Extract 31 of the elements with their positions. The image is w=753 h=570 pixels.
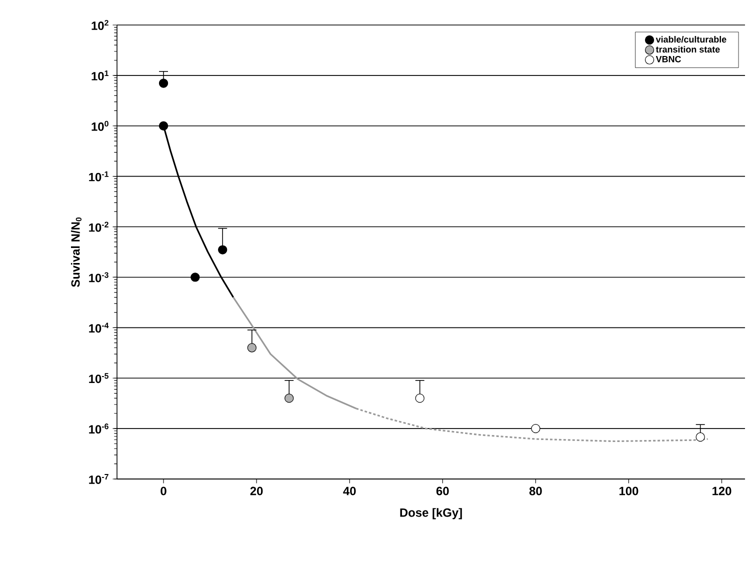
y-tick-label: 10$^{-3}$: [89, 272, 108, 282]
y-axis-title: Suvival N/N$_{0}$: [70, 217, 82, 288]
y-tick-label: 10$^{2}$: [92, 20, 108, 30]
point: [158, 78, 168, 88]
legend-label: transition state: [656, 46, 720, 53]
legend-label: viable/culturable: [656, 36, 726, 43]
point: [218, 245, 228, 254]
y-tick-label: 10$^{-2}$: [89, 222, 108, 232]
x-tick-label: 0: [160, 486, 166, 496]
y-tick-label: 10$^{0}$: [92, 120, 108, 131]
point: [284, 394, 294, 403]
point: [696, 432, 705, 442]
y-tick-label: 10$^{1}$: [92, 70, 108, 80]
x-tick-label: 20: [250, 486, 263, 496]
y-tick-label: 10$^{-7}$: [89, 474, 108, 484]
x-tick-label: 60: [436, 486, 449, 496]
point: [415, 394, 424, 403]
y-tick-label: 10$^{-6}$: [89, 424, 108, 434]
y-tick-label: 10$^{-1}$: [89, 171, 108, 182]
x-tick-label: 40: [343, 486, 356, 496]
y-tick-label: 10$^{-5}$: [89, 373, 108, 384]
legend-label: VBNC: [656, 56, 681, 62]
x-tick-label: 80: [529, 486, 542, 496]
x-tick-label: 100: [619, 486, 638, 496]
x-axis-title: Dose [kGy]: [400, 508, 462, 520]
x-tick-label: 120: [712, 486, 732, 496]
point: [158, 121, 168, 130]
point: [190, 272, 200, 282]
point: [247, 343, 256, 352]
y-tick-label: 10$^{-4}$: [89, 322, 109, 333]
point: [531, 424, 540, 434]
